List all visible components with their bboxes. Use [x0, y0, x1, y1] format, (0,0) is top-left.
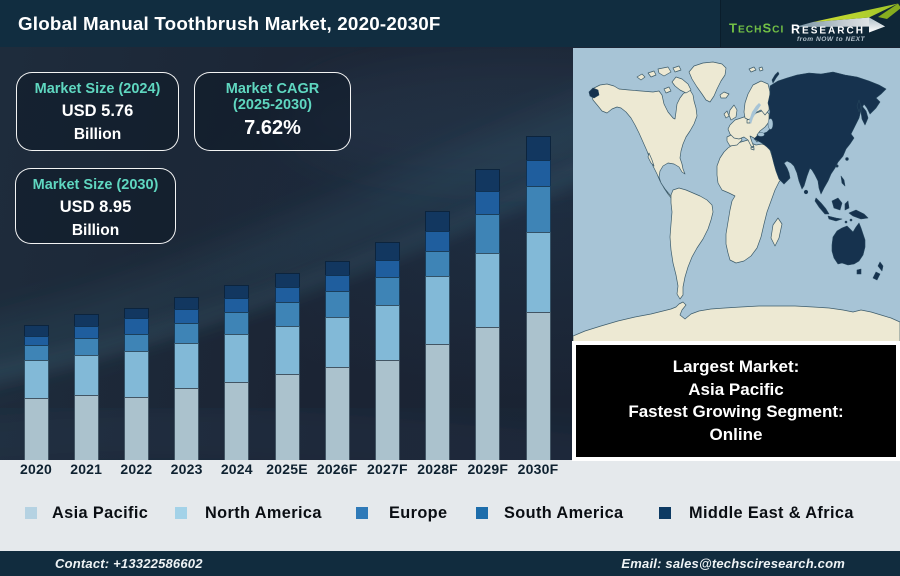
svg-text:from NOW to NEXT: from NOW to NEXT: [797, 36, 866, 43]
svg-text:RESEARCH: RESEARCH: [791, 23, 865, 37]
svg-text:TECHSCI: TECHSCI: [729, 21, 784, 36]
